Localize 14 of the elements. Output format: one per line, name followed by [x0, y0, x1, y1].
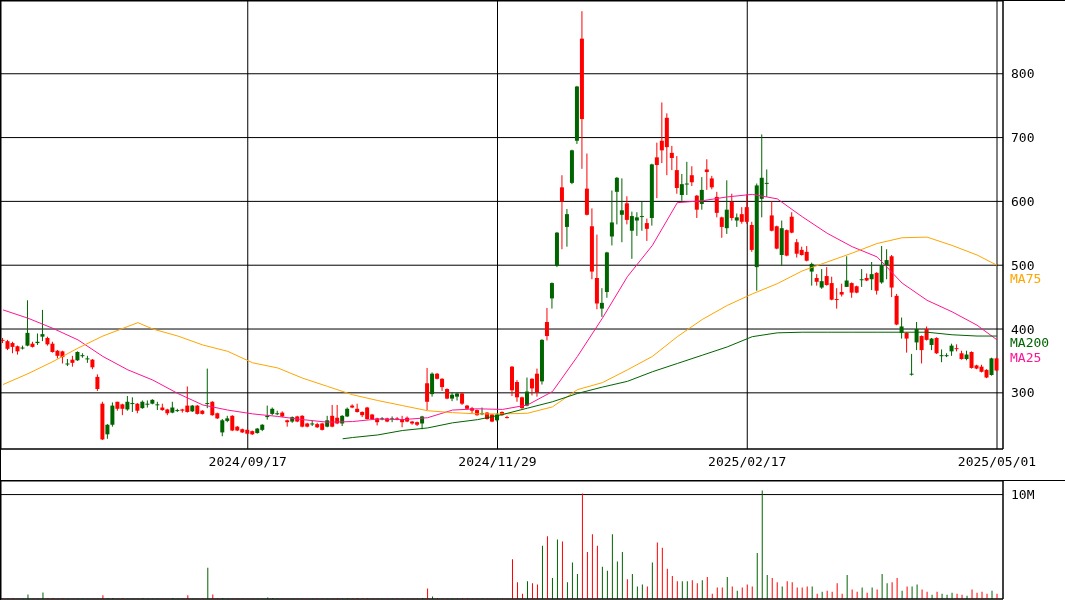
- y-tick-label: 500: [1011, 257, 1035, 273]
- y-tick-label: 10M: [1011, 487, 1035, 503]
- y-tick-label: 600: [1011, 194, 1035, 209]
- x-tick-label: 2024/11/29: [458, 454, 537, 470]
- y-tick-label: 700: [1011, 130, 1035, 146]
- x-tick-label: 2025/05/01: [957, 454, 1037, 470]
- series-label: MA75: [1010, 270, 1042, 287]
- y-tick-label: 800: [1011, 66, 1035, 82]
- x-tick-label: 2025/02/17: [708, 454, 787, 470]
- y-tick-label: 300: [1011, 385, 1035, 401]
- series-label: MA25: [1010, 349, 1042, 366]
- x-tick-label: 2024/09/17: [208, 454, 287, 470]
- y-tick-label: 400: [1011, 321, 1035, 337]
- series-label: MA200: [1010, 334, 1050, 351]
